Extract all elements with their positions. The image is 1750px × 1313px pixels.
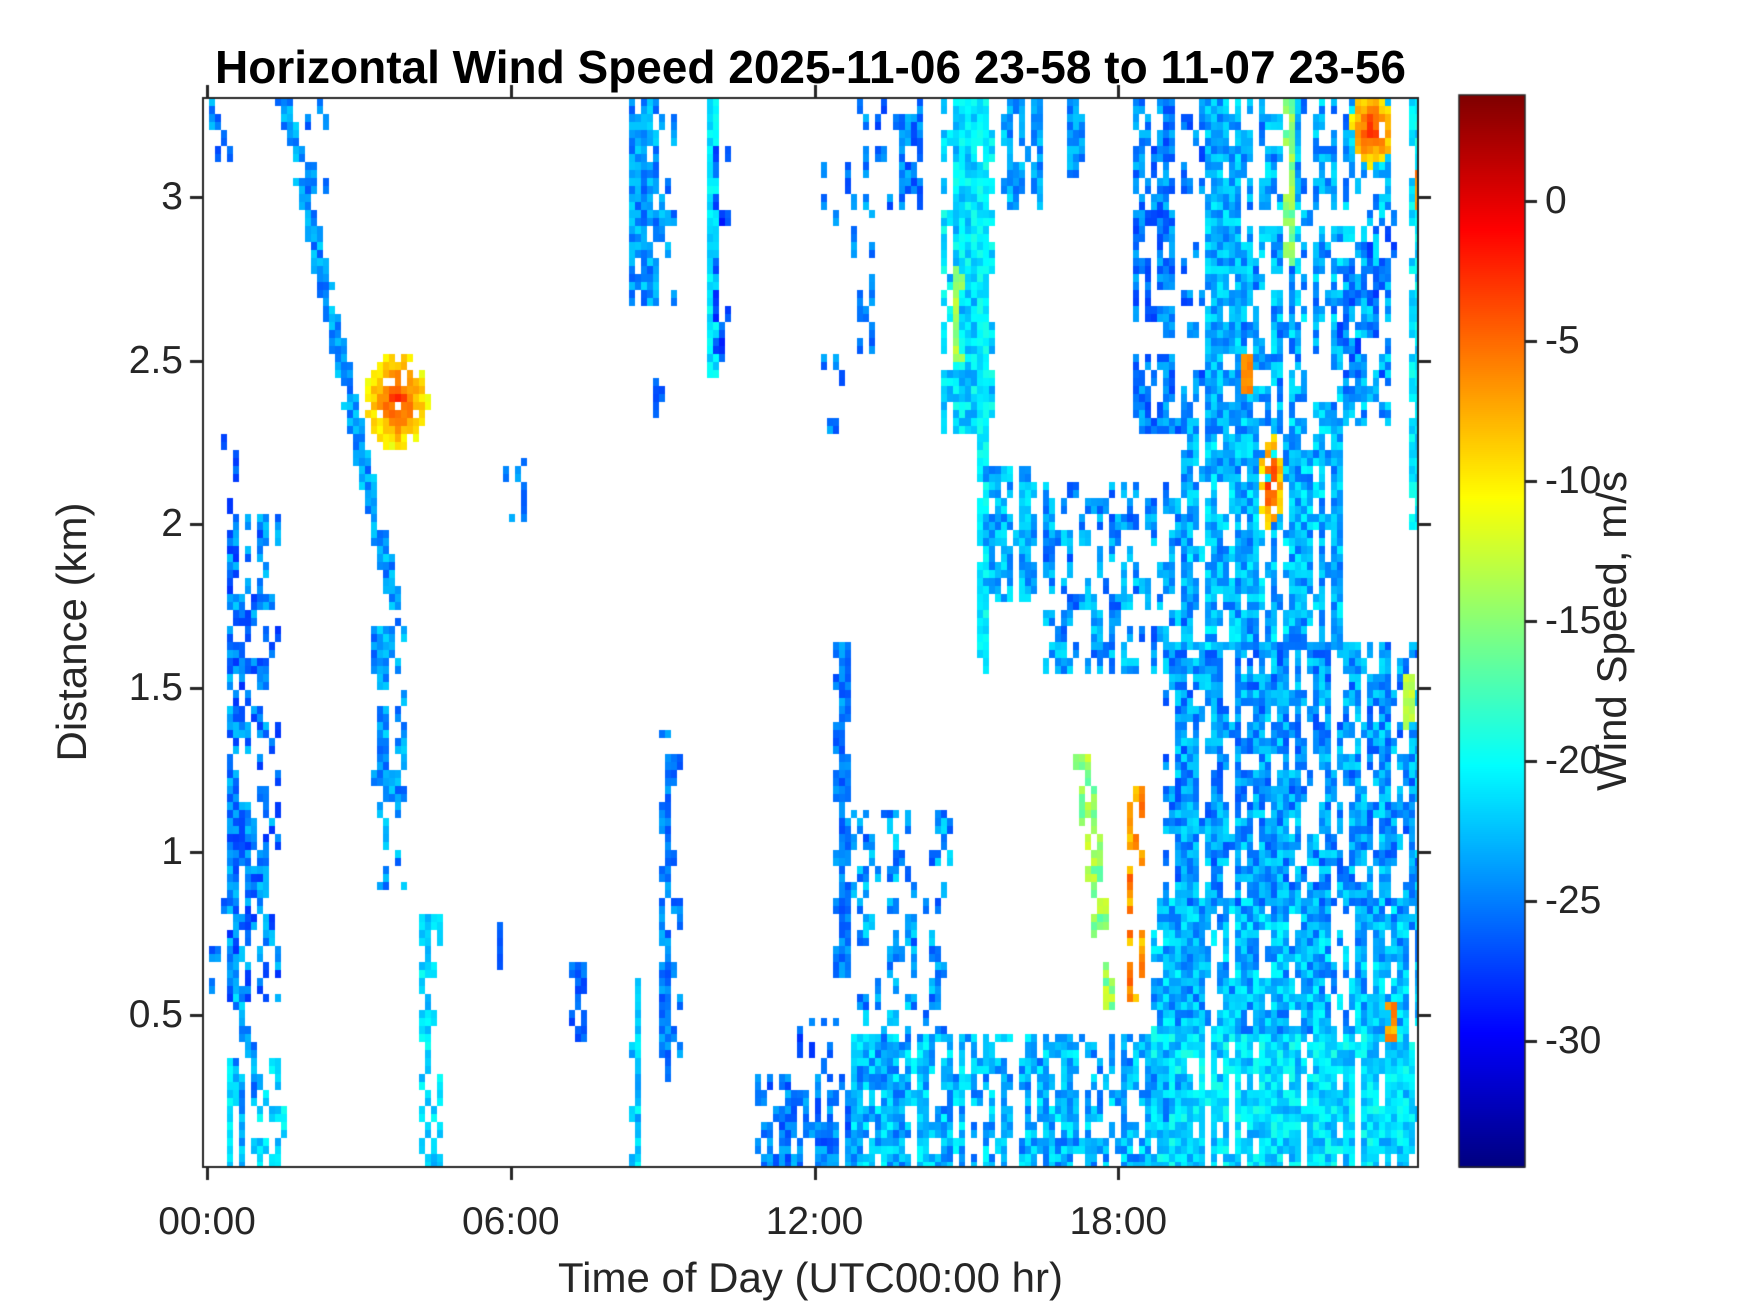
x-tick-label: 06:00 [461,1200,560,1243]
x-axis-label: Time of Day (UTC00:00 hr) [558,1254,1063,1301]
colorbar-tick-label: 0 [1545,179,1567,223]
colorbar-tick-label: -20 [1545,739,1602,783]
colorbar-tick-label: -5 [1545,319,1580,363]
x-tick-label: 12:00 [765,1200,864,1243]
chart-title: Horizontal Wind Speed 2025-11-06 23-58 t… [215,41,1406,93]
y-tick-label: 2 [161,502,183,546]
colorbar-tick-label: -10 [1545,459,1602,503]
colorbar-tick-label: -15 [1545,599,1602,643]
y-tick-label: 1.5 [128,665,183,709]
colorbar-tick-label: -30 [1545,1019,1602,1063]
x-tick-label: 18:00 [1069,1200,1168,1243]
y-tick-label: 2.5 [128,338,183,382]
y-tick-label: 3 [161,175,183,219]
colorbar-tick-label: -25 [1545,879,1602,923]
x-tick-label: 00:00 [158,1200,256,1243]
y-tick-label: 0.5 [128,993,183,1037]
y-tick-label: 1 [161,829,183,873]
